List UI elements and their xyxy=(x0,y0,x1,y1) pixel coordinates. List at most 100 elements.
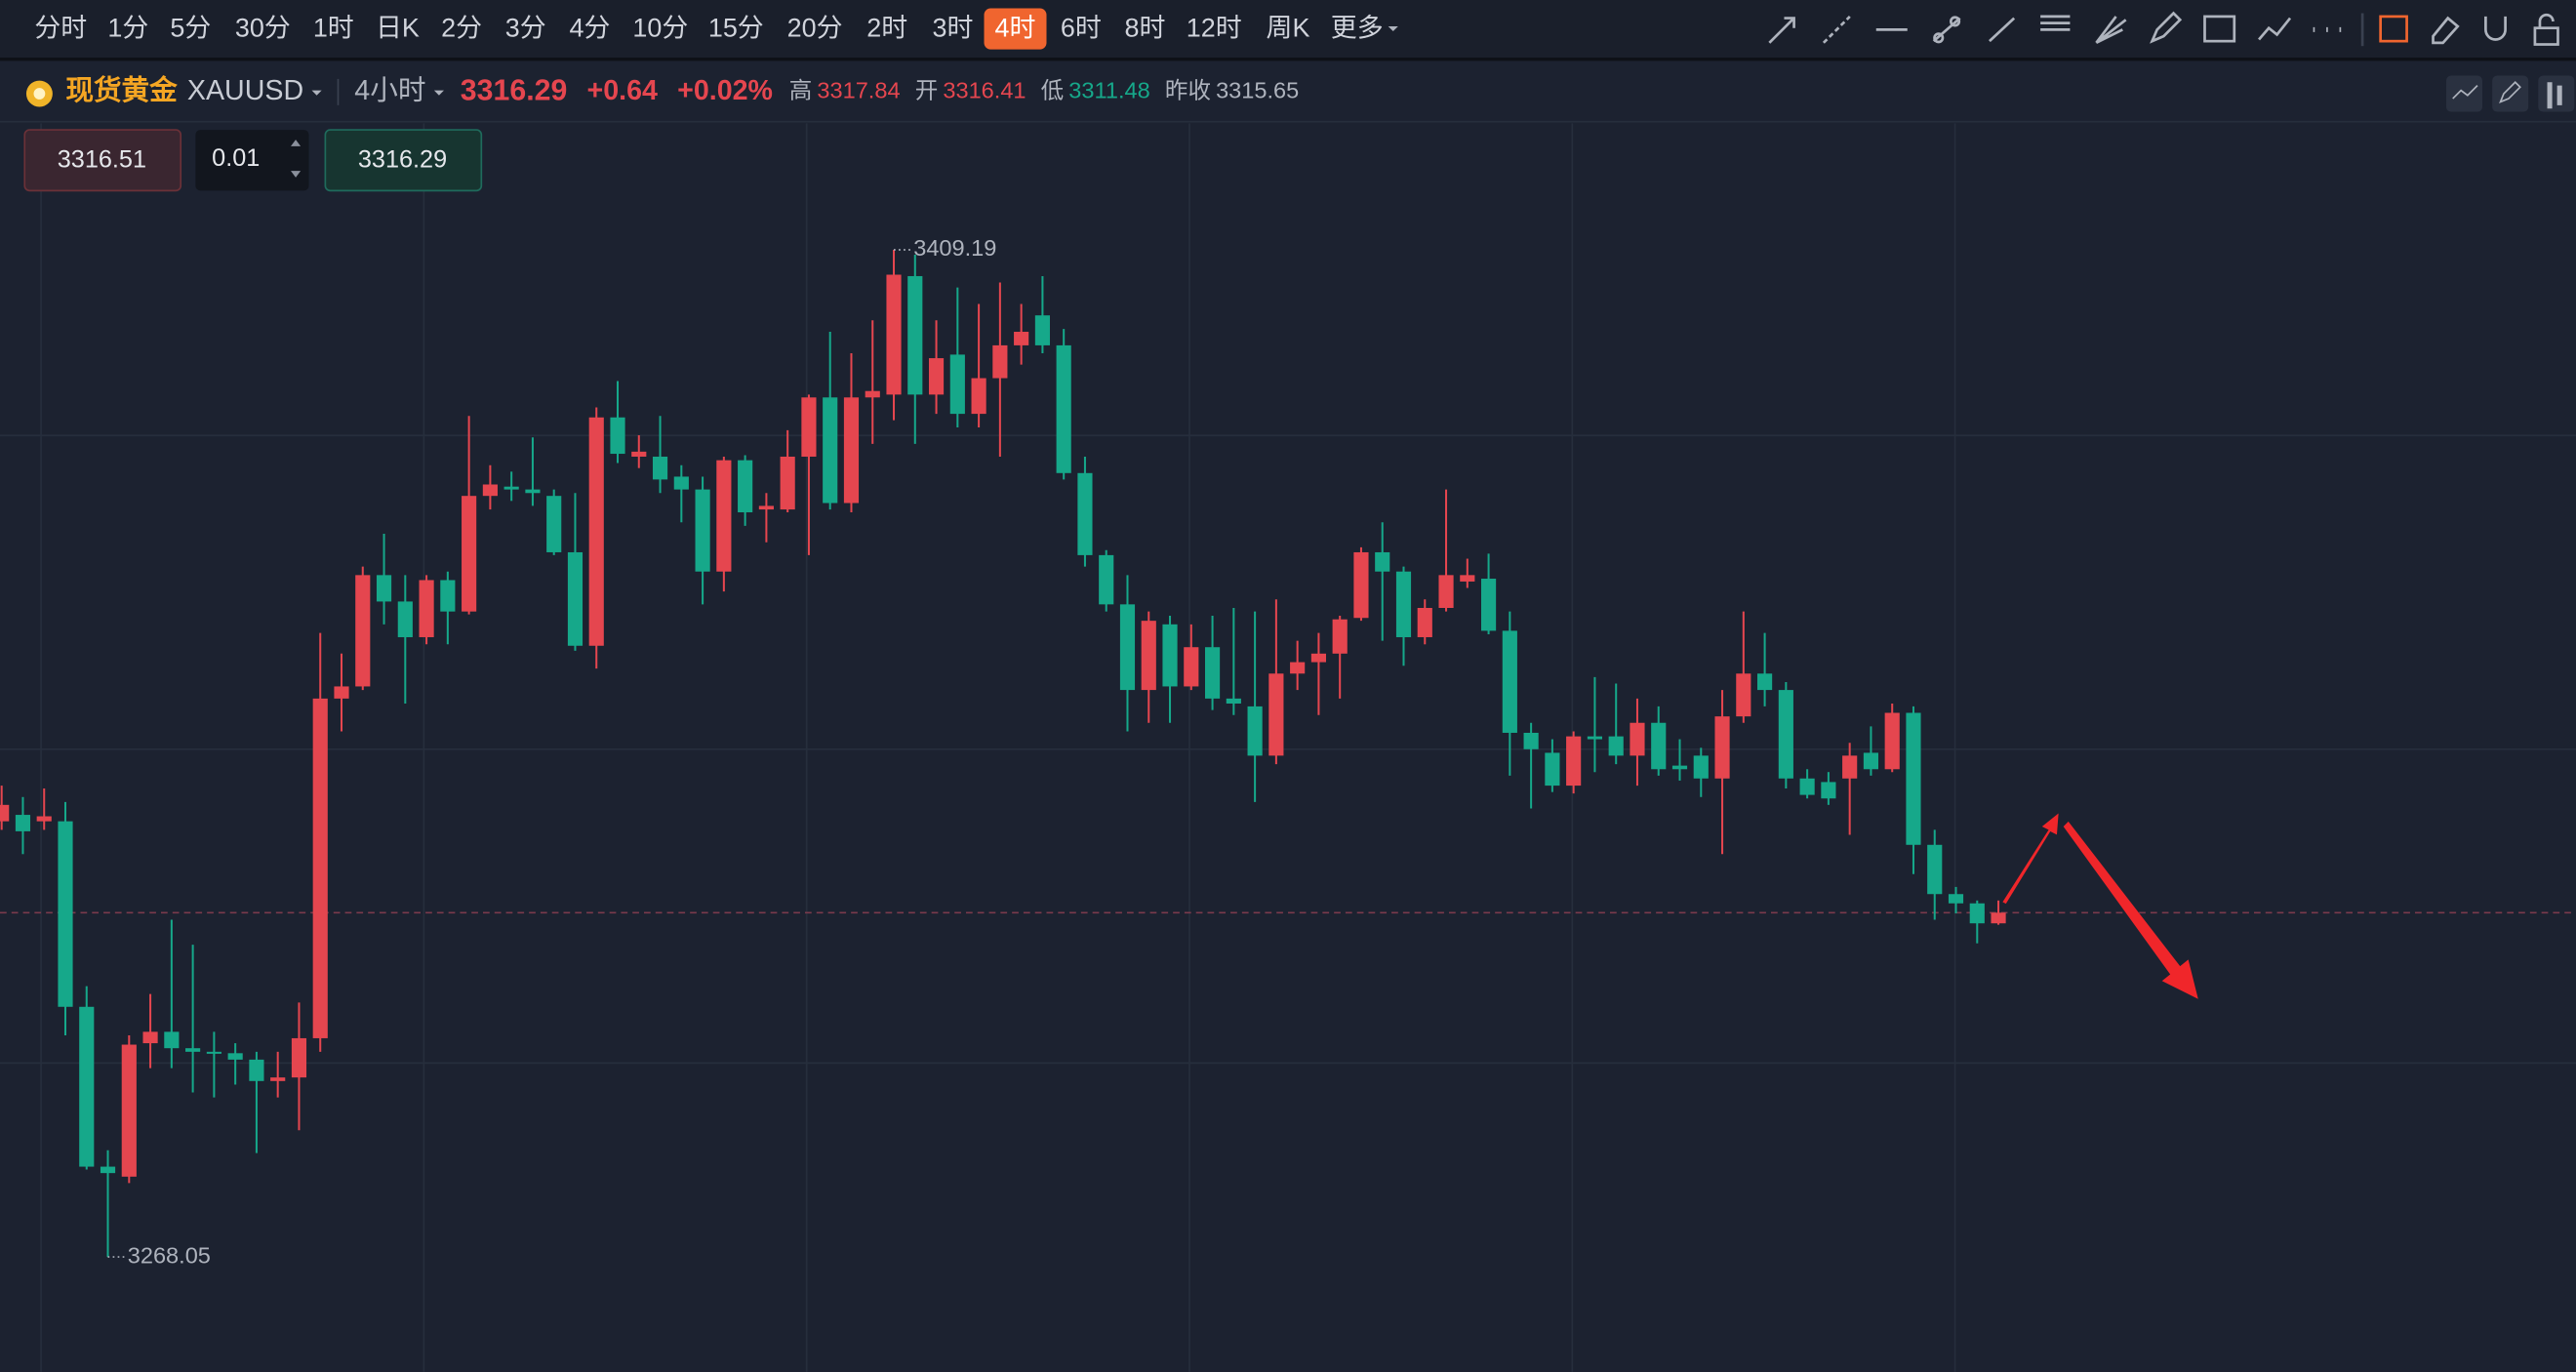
candle-body xyxy=(206,1051,221,1054)
tool-image[interactable] xyxy=(2203,15,2236,43)
candle-body xyxy=(482,484,498,497)
candles: 3409.19 3268.05 xyxy=(0,235,2576,1268)
candle-body xyxy=(503,486,519,490)
timeframe[interactable]: 日K xyxy=(376,13,420,42)
arrow-up xyxy=(2002,813,2059,905)
stat-value: 3317.84 xyxy=(817,78,900,103)
candle-body xyxy=(100,1166,116,1174)
candle-body xyxy=(1651,722,1667,770)
candle-body xyxy=(1353,551,1369,619)
candle-body xyxy=(695,489,710,572)
chart-button[interactable] xyxy=(2492,75,2529,112)
tool-ray-head xyxy=(1784,17,1795,28)
tool-pen[interactable] xyxy=(2150,11,2183,44)
tool-lock[interactable] xyxy=(2533,26,2559,46)
candle-body xyxy=(1502,630,1517,733)
timeframe[interactable]: 周K xyxy=(1267,13,1310,42)
candle-body xyxy=(291,1037,307,1078)
candle-body xyxy=(1587,736,1603,740)
timeframe[interactable]: 15分 xyxy=(708,13,764,42)
timeframe[interactable]: 1时 xyxy=(313,13,354,42)
timeframe[interactable]: 更多 xyxy=(1331,13,1384,42)
candle-body xyxy=(1332,619,1348,654)
tool-ray[interactable] xyxy=(1768,17,1795,44)
timeframe[interactable]: 4分 xyxy=(569,13,610,42)
candle-body xyxy=(886,274,902,395)
candle-body xyxy=(992,344,1008,379)
candle-body xyxy=(610,417,625,455)
stat-label: 高 xyxy=(789,78,813,103)
candle-body xyxy=(843,397,860,504)
candle-body xyxy=(1799,778,1815,795)
tool-segment[interactable] xyxy=(1932,17,1961,43)
timeframe[interactable]: 5分 xyxy=(170,13,211,42)
candle-body xyxy=(1630,722,1645,756)
candle-body xyxy=(716,460,732,572)
sell-price: 3316.51 xyxy=(58,146,146,174)
candle-body xyxy=(801,397,817,457)
candle-body xyxy=(1141,621,1156,691)
buy-box[interactable] xyxy=(324,129,483,192)
candle-body xyxy=(1077,472,1093,555)
tool-fan[interactable] xyxy=(2095,16,2127,45)
stat-value: 3316.41 xyxy=(943,78,1026,103)
tool-dot xyxy=(1933,32,1945,44)
timeframe[interactable]: 2时 xyxy=(866,13,907,42)
tool-magnet[interactable] xyxy=(2484,16,2507,41)
stat-label: 开 xyxy=(915,78,939,103)
last-price: 3316.29 xyxy=(461,74,568,106)
tool-eraser[interactable] xyxy=(2432,16,2460,45)
tool-extended[interactable] xyxy=(1822,15,1851,44)
annotation-arrows xyxy=(2002,813,2198,999)
timeframe[interactable]: 3分 xyxy=(505,13,546,42)
tool-wave[interactable] xyxy=(2258,17,2292,41)
quantity-box[interactable] xyxy=(195,130,309,191)
candle-body xyxy=(1290,662,1306,674)
candle-body xyxy=(1757,673,1773,691)
timeframe[interactable]: 8时 xyxy=(1125,13,1166,42)
stat-value: 3311.48 xyxy=(1068,78,1149,103)
candle-body xyxy=(1417,608,1432,637)
symbol-code: XAUUSD xyxy=(187,75,303,106)
tool-edit[interactable] xyxy=(2379,15,2408,43)
timeframe[interactable]: 1分 xyxy=(107,13,148,42)
candle-body xyxy=(1842,755,1858,779)
candle-body xyxy=(780,456,795,510)
candle-body xyxy=(142,1031,158,1044)
candle-body xyxy=(36,816,52,822)
candle-body xyxy=(758,505,774,510)
candle-body xyxy=(1991,912,2006,924)
active-timeframe-bg xyxy=(984,8,1047,50)
max-label: 3409.19 xyxy=(913,235,996,261)
dropdown-caret xyxy=(311,90,322,96)
timeframe[interactable]: 3时 xyxy=(933,13,974,42)
timeframe[interactable]: 6时 xyxy=(1061,13,1102,42)
candle-body xyxy=(376,575,392,602)
symbol-name: 现货黄金 xyxy=(65,74,178,106)
timeframe[interactable]: 4时 xyxy=(995,13,1036,42)
candle-body xyxy=(1969,903,1985,924)
timeframe[interactable]: 30分 xyxy=(235,13,291,42)
tool-trend[interactable] xyxy=(1989,17,2016,43)
candle-body xyxy=(1226,698,1241,704)
chart-button[interactable] xyxy=(2538,75,2575,112)
candle-body xyxy=(1460,575,1475,582)
candle-body xyxy=(334,686,349,699)
candle-body xyxy=(270,1077,286,1081)
order-panel: 3316.51 0.01 3316.29 xyxy=(23,129,483,192)
tool-fib[interactable] xyxy=(2040,15,2071,31)
candle-body xyxy=(823,397,838,504)
candle-body xyxy=(907,275,923,395)
candle-body xyxy=(1523,732,1539,749)
sell-box[interactable] xyxy=(23,129,182,192)
timeframe[interactable]: 20分 xyxy=(787,13,843,42)
chart-buttons xyxy=(2445,75,2575,112)
candle-body xyxy=(1566,736,1582,787)
timeframe[interactable]: 2分 xyxy=(441,13,482,42)
tool-lock-shackle xyxy=(2538,13,2555,28)
timeframe[interactable]: 12时 xyxy=(1187,13,1242,42)
timeframe[interactable]: 分时 xyxy=(34,13,87,42)
timeframe[interactable]: 10分 xyxy=(632,13,688,42)
candle-body xyxy=(185,1048,201,1052)
